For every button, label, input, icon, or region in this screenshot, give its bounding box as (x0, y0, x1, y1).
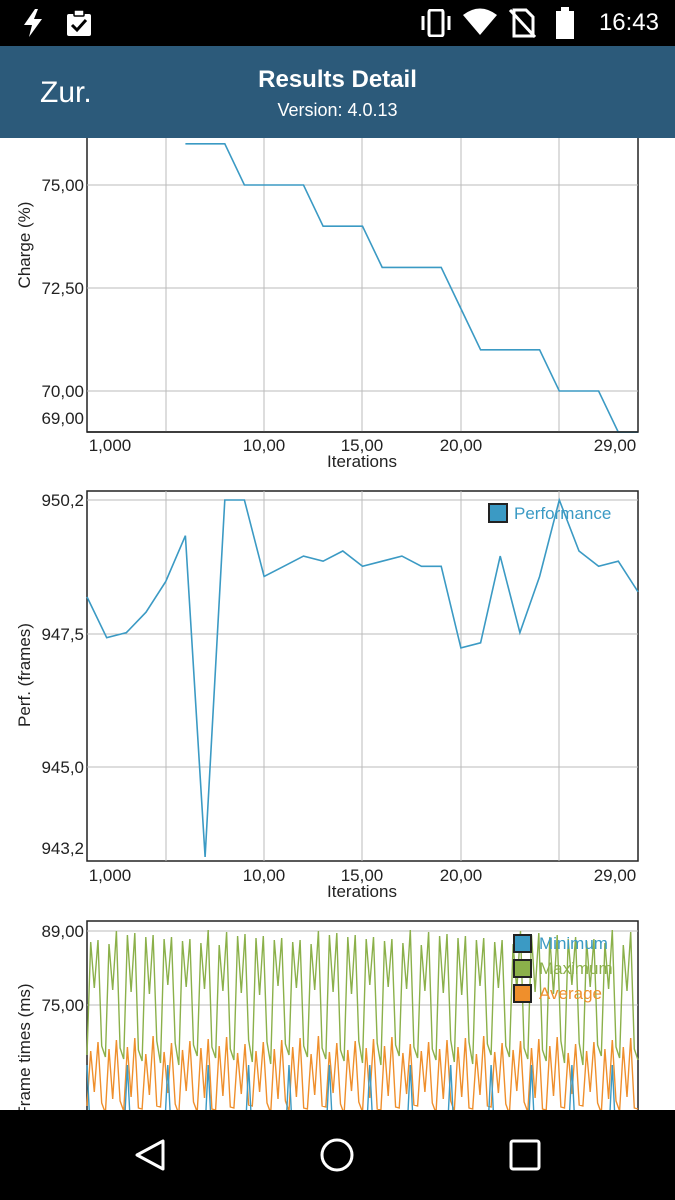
charge-y-tick: 70,00 (41, 382, 84, 401)
results-scroll-area[interactable]: 75,00 72,50 70,00 69,00 1,000 10,00 15,0… (0, 138, 675, 1110)
home-circle-icon[interactable] (319, 1137, 355, 1173)
maximum-legend-label: Maximum (539, 959, 613, 978)
charge-x-tick: 1,000 (89, 436, 132, 455)
charge-x-tick: 29,00 (594, 436, 637, 455)
frame-times-legend: Minimum Maximum Average (513, 934, 613, 1003)
maximum-legend-swatch (513, 959, 532, 978)
performance-x-tick: 29,00 (594, 866, 637, 885)
frame-times-grid (87, 930, 638, 1006)
charge-y-tick: 69,00 (41, 409, 84, 428)
charge-series-line (185, 143, 638, 433)
clipboard-check-icon (67, 9, 91, 36)
no-sim-icon (508, 8, 536, 38)
back-button[interactable]: Zur. (40, 76, 92, 109)
performance-x-tick: 20,00 (440, 866, 483, 885)
performance-x-tick: 1,000 (89, 866, 132, 885)
frame-times-y-tick: 75,00 (41, 996, 84, 1015)
navigation-bar (0, 1110, 675, 1200)
status-bar: 16:43 (0, 0, 675, 46)
charge-x-tick: 20,00 (440, 436, 483, 455)
performance-grid (87, 491, 638, 861)
app-bar: Zur. Results Detail Version: 4.0.13 (0, 46, 675, 138)
flash-icon (24, 9, 42, 37)
back-triangle-icon[interactable] (133, 1138, 167, 1172)
version-label: Version: 4.0.13 (277, 100, 398, 120)
performance-y-tick: 947,5 (41, 625, 84, 644)
charge-x-axis-label: Iterations (327, 452, 397, 471)
performance-chart: Performance 950,2 947,5 945,0 943,2 1,00… (15, 490, 639, 901)
performance-legend-swatch (488, 503, 508, 523)
charge-y-tick: 72,50 (41, 279, 84, 298)
clock: 16:43 (598, 9, 659, 36)
charge-x-tick: 15,00 (341, 436, 384, 455)
performance-x-tick: 15,00 (341, 866, 384, 885)
charge-chart: 75,00 72,50 70,00 69,00 1,000 10,00 15,0… (15, 138, 639, 471)
performance-y-tick: 950,2 (41, 491, 84, 510)
battery-icon (556, 7, 574, 39)
average-legend-label: Average (539, 984, 602, 1003)
performance-series-line (86, 497, 639, 858)
charge-y-tick: 75,00 (41, 176, 84, 195)
average-legend-swatch (513, 984, 532, 1003)
frame-times-chart: Minimum Maximum Average 89,00 75,00 Fram… (15, 920, 639, 1110)
performance-x-axis-label: Iterations (327, 882, 397, 901)
performance-legend-label: Performance (514, 504, 611, 523)
vibrate-icon (421, 9, 451, 37)
page-title: Results Detail (258, 66, 417, 93)
minimum-legend-swatch (513, 934, 532, 953)
frame-times-y-tick: 89,00 (41, 922, 84, 941)
charge-y-axis-label: Charge (%) (15, 202, 34, 289)
charge-grid (87, 138, 638, 432)
frame-times-maximum-line (86, 929, 639, 1066)
frame-times-y-axis-label: Frame times (ms) (15, 983, 34, 1110)
charge-x-tick: 10,00 (243, 436, 286, 455)
charts-canvas: 75,00 72,50 70,00 69,00 1,000 10,00 15,0… (15, 138, 639, 1110)
performance-x-tick: 10,00 (243, 866, 286, 885)
performance-y-tick: 943,2 (41, 839, 84, 858)
performance-y-tick: 945,0 (41, 758, 84, 777)
wifi-icon (463, 8, 497, 35)
recents-square-icon[interactable] (508, 1138, 542, 1172)
performance-y-axis-label: Perf. (frames) (15, 623, 34, 727)
performance-legend: Performance (488, 503, 611, 523)
minimum-legend-label: Minimum (539, 934, 608, 953)
